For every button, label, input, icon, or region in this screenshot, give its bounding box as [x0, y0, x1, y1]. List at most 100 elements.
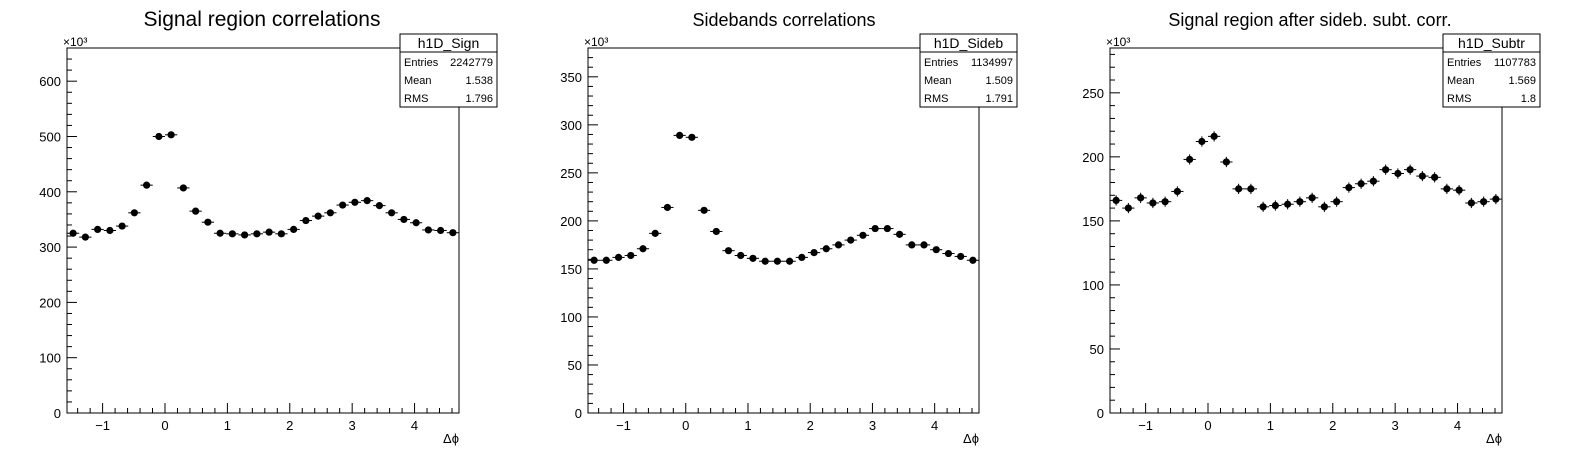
data-point: [1146, 197, 1159, 209]
data-marker: [363, 197, 371, 205]
data-point: [348, 198, 361, 206]
data-point: [697, 206, 711, 214]
data-point: [844, 236, 857, 244]
y-tick-label: 100: [1082, 278, 1104, 293]
data-point: [140, 181, 153, 189]
data-marker: [749, 254, 757, 262]
data-marker: [920, 241, 928, 249]
data-marker: [663, 203, 672, 212]
data-point: [361, 197, 374, 205]
data-point: [759, 257, 772, 265]
data-marker: [1357, 180, 1365, 188]
data-point: [600, 256, 613, 264]
stats-box-frame: [919, 33, 1018, 108]
x-tick-label: 3: [869, 418, 876, 433]
y-tick-label: 200: [560, 214, 582, 229]
x-tick-label: −1: [95, 418, 110, 433]
plot-frame: [1109, 47, 1503, 414]
stats-row-label: RMS: [924, 93, 948, 105]
data-marker: [118, 222, 126, 230]
y-tick-label: 0: [575, 406, 582, 421]
data-marker: [69, 229, 77, 237]
data-marker: [241, 231, 249, 239]
data-point: [250, 230, 263, 238]
y-tick-label: 250: [560, 166, 582, 181]
data-marker: [1235, 185, 1243, 193]
data-point: [312, 212, 325, 220]
stats-box-frame: [1442, 33, 1541, 108]
x-tick-label: 4: [931, 418, 938, 433]
data-point: [1220, 156, 1233, 168]
data-marker: [1186, 155, 1194, 164]
data-point: [1465, 197, 1478, 209]
stats-row-value: 1107783: [1494, 57, 1536, 69]
data-point: [1134, 192, 1147, 203]
data-point: [1440, 183, 1453, 194]
data-point: [795, 253, 808, 261]
data-point: [820, 245, 833, 253]
data-point: [79, 233, 92, 241]
stats-row-label: Mean: [924, 75, 952, 87]
data-point: [649, 229, 662, 237]
data-point: [869, 224, 882, 233]
data-point: [722, 247, 735, 255]
x-tick-label: 0: [682, 418, 689, 433]
chart-panel-3: Signal region after sideb. subt. corr. 0 5…: [1082, 10, 1541, 446]
stats-row-label: RMS: [1447, 93, 1471, 105]
data-marker: [400, 215, 408, 224]
data-point: [299, 216, 312, 225]
data-marker: [1480, 198, 1488, 206]
data-point: [275, 230, 288, 238]
data-point: [91, 225, 104, 233]
x-tick-label: 4: [411, 418, 418, 433]
data-marker: [1394, 169, 1402, 178]
data-marker: [130, 209, 138, 217]
x-tick-label: 2: [807, 418, 814, 433]
data-marker: [326, 209, 334, 217]
data-point: [673, 131, 686, 140]
data-marker: [1149, 199, 1157, 207]
data-marker: [192, 207, 200, 215]
data-marker: [798, 253, 806, 261]
data-point: [1379, 164, 1392, 175]
chart-panel-2: Sidebands correlations 0 50 100 150 200 250 300…: [560, 10, 1018, 446]
data-marker: [265, 228, 273, 236]
data-marker: [1320, 203, 1328, 211]
stats-box-title: h1D_Sign: [418, 35, 480, 51]
stats-box: h1D_Sign Entries 2242779 Mean 1.538 RMS 1.796: [399, 33, 498, 108]
data-point: [1391, 168, 1404, 179]
data-marker: [94, 225, 102, 233]
stats-row-value: 1.569: [1508, 75, 1536, 87]
y-tick-label: 200: [39, 295, 61, 310]
x-tick-label: 2: [286, 418, 293, 433]
x-axis-label: Δϕ: [963, 431, 979, 446]
data-point: [373, 202, 386, 210]
data-point: [917, 241, 931, 249]
data-point: [116, 222, 129, 230]
data-point: [1269, 200, 1282, 211]
data-marker: [437, 226, 445, 235]
data-marker: [969, 256, 977, 264]
data-marker: [179, 184, 187, 192]
data-marker: [676, 131, 684, 140]
data-marker: [908, 241, 916, 249]
data-marker: [883, 224, 891, 233]
stats-box-title: h1D_Sideb: [934, 35, 1003, 51]
data-marker: [737, 251, 745, 260]
data-point: [1318, 201, 1331, 212]
chart-title: Sidebands correlations: [692, 10, 875, 30]
data-marker: [1308, 194, 1316, 202]
data-point: [1171, 186, 1184, 197]
data-marker: [375, 202, 383, 210]
data-marker: [724, 247, 733, 255]
data-point: [1306, 192, 1319, 203]
data-point: [1159, 196, 1172, 207]
data-marker: [871, 224, 879, 233]
chart-panel-1: Signal region correlations 0 100 200 300 400 5…: [39, 8, 498, 446]
data-marker: [339, 201, 347, 209]
data-point: [1110, 195, 1123, 206]
data-marker: [1345, 183, 1353, 192]
stats-row-label: RMS: [404, 93, 428, 105]
data-point: [410, 219, 423, 227]
